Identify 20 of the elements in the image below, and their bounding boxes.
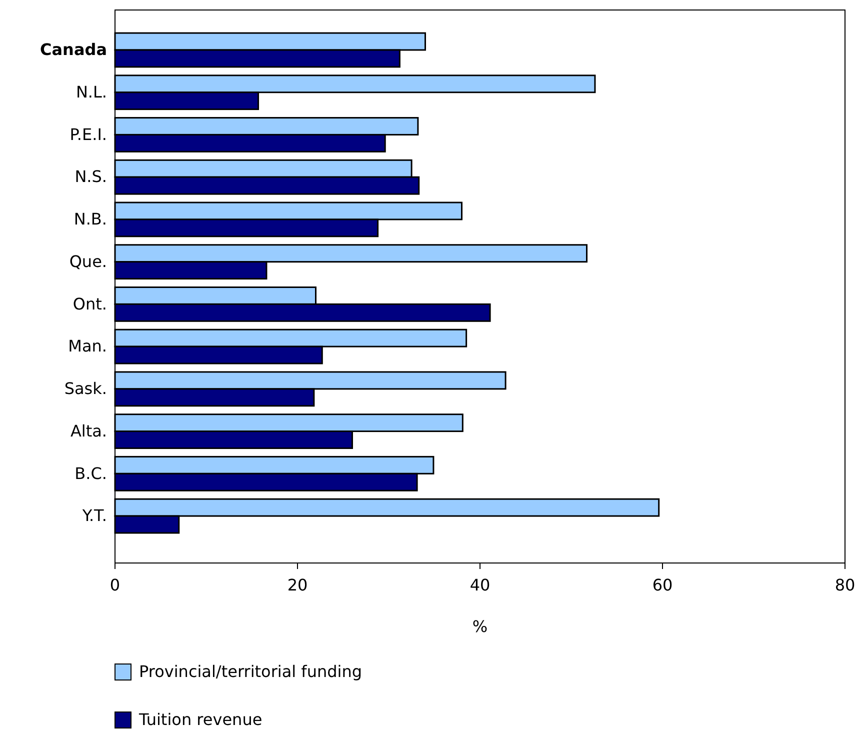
x-tick-label: 0	[110, 575, 120, 594]
x-axis-title: %	[472, 617, 488, 636]
y-tick-label: Que.	[69, 252, 107, 271]
x-tick-label: 60	[652, 575, 673, 594]
y-tick-label: N.S.	[74, 167, 107, 186]
y-tick-label: N.B.	[74, 210, 107, 229]
legend-label: Tuition revenue	[138, 710, 262, 729]
y-tick-label: Alta.	[70, 421, 107, 440]
y-tick-label: N.L.	[76, 82, 107, 102]
y-tick-label: Man.	[68, 336, 107, 356]
y-tick-label: B.C.	[74, 464, 107, 483]
y-tick-label: Canada	[40, 40, 107, 60]
x-tick-label: 40	[470, 575, 490, 594]
y-tick-label: Ont.	[72, 294, 107, 314]
y-tick-label: Y.T.	[81, 506, 107, 526]
x-tick-label: 80	[834, 575, 856, 594]
y-tick-label: P.E.I.	[70, 124, 107, 144]
legend-label: Provincial/territorial funding	[139, 662, 362, 681]
y-tick-label: Sask.	[64, 379, 107, 398]
x-tick-label: 20	[287, 575, 308, 594]
